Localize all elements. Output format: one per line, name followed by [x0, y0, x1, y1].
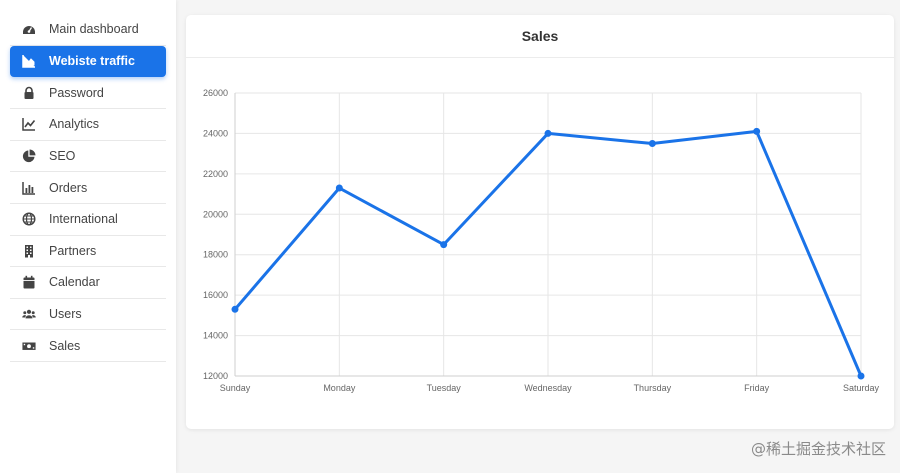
area-chart-icon — [22, 54, 36, 68]
sales-card: Sales 12000 14000 16000 18000 20000 22000 2400… — [186, 15, 894, 429]
y-tick-label: 26000 — [203, 88, 228, 98]
sales-chart: 12000 14000 16000 18000 20000 22000 24000 26000… — [186, 58, 894, 429]
sidebar-item-label: Main dashboard — [49, 22, 139, 37]
sidebar-item-label: Analytics — [49, 117, 100, 132]
data-point — [440, 241, 448, 249]
x-tick-label: Saturday — [843, 383, 880, 393]
sidebar-item-users[interactable]: Users — [10, 299, 166, 331]
bar-chart-icon — [22, 181, 36, 195]
sidebar-item-international[interactable]: International — [10, 204, 166, 236]
sidebar-nav: Main dashboard Webiste traffic Password Ana… — [0, 0, 176, 362]
sidebar-item-partners[interactable]: Partners — [10, 236, 166, 268]
line-chart-icon — [22, 117, 36, 132]
x-tick-label: Monday — [323, 383, 356, 393]
sales-chart-svg: 12000 14000 16000 18000 20000 22000 24000 26000… — [203, 88, 880, 393]
y-tick-label: 22000 — [203, 169, 228, 179]
sidebar-item-label: Sales — [49, 338, 81, 353]
sidebar-item-seo[interactable]: SEO — [10, 141, 166, 173]
y-tick-label: 20000 — [203, 209, 228, 219]
sidebar-item-analytics[interactable]: Analytics — [10, 109, 166, 141]
x-tick-label: Wednesday — [524, 383, 572, 393]
pie-chart-icon — [22, 149, 36, 163]
sidebar-item-label: Users — [49, 307, 82, 322]
building-icon — [22, 244, 36, 258]
y-tick-label: 24000 — [203, 128, 228, 138]
sidebar-item-calendar[interactable]: Calendar — [10, 267, 166, 299]
sidebar-item-label: SEO — [49, 149, 76, 164]
users-icon — [22, 307, 36, 321]
sidebar-item-label: International — [49, 212, 118, 227]
globe-icon — [22, 212, 36, 226]
x-tick-label: Thursday — [634, 383, 672, 393]
sidebar-item-password[interactable]: Password — [10, 78, 166, 110]
sidebar-item-label: Password — [49, 85, 104, 100]
sidebar-item-main-dashboard[interactable]: Main dashboard — [10, 14, 166, 46]
money-icon — [22, 339, 36, 353]
gauge-icon — [22, 22, 36, 36]
data-point — [231, 305, 239, 313]
sidebar-item-orders[interactable]: Orders — [10, 172, 166, 204]
card-title: Sales — [186, 15, 894, 58]
lock-icon — [22, 86, 36, 100]
sidebar-item-label: Calendar — [49, 275, 100, 290]
y-tick-label: 12000 — [203, 371, 228, 381]
sidebar-item-sales[interactable]: Sales — [10, 330, 166, 362]
data-point — [753, 127, 761, 135]
sidebar-item-label: Partners — [49, 243, 97, 258]
watermark: @稀土掘金技术社区 — [750, 440, 886, 458]
data-point — [857, 372, 865, 380]
y-tick-label: 18000 — [203, 250, 228, 260]
sidebar-item-label: Orders — [49, 180, 88, 195]
sidebar: Main dashboard Webiste traffic Password Ana… — [0, 0, 176, 473]
sidebar-item-label: Webiste traffic — [49, 54, 135, 69]
data-point — [648, 140, 656, 148]
x-tick-label: Sunday — [220, 383, 251, 393]
y-tick-label: 16000 — [203, 290, 228, 300]
calendar-icon — [22, 275, 36, 289]
y-tick-label: 14000 — [203, 331, 228, 341]
x-tick-label: Tuesday — [427, 383, 462, 393]
data-point — [335, 184, 343, 192]
x-tick-label: Friday — [744, 383, 770, 393]
data-point — [544, 129, 552, 137]
sidebar-item-webiste-traffic[interactable]: Webiste traffic — [10, 45, 166, 77]
